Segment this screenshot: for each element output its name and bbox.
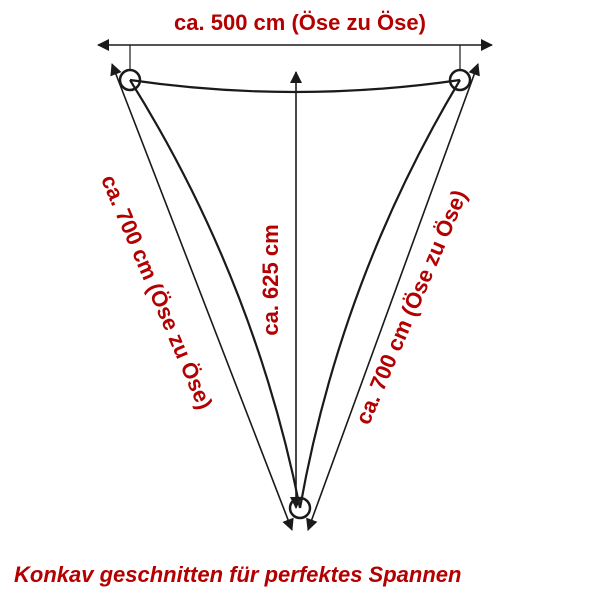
sail-edge xyxy=(130,80,460,92)
label-right: ca. 700 cm (Öse zu Öse) xyxy=(350,186,471,428)
dim-right xyxy=(308,64,478,530)
label-top: ca. 500 cm (Öse zu Öse) xyxy=(174,10,426,35)
sail-edge xyxy=(300,80,460,508)
caption: Konkav geschnitten für perfektes Spannen xyxy=(14,562,461,587)
label-center: ca. 625 cm xyxy=(258,224,283,335)
